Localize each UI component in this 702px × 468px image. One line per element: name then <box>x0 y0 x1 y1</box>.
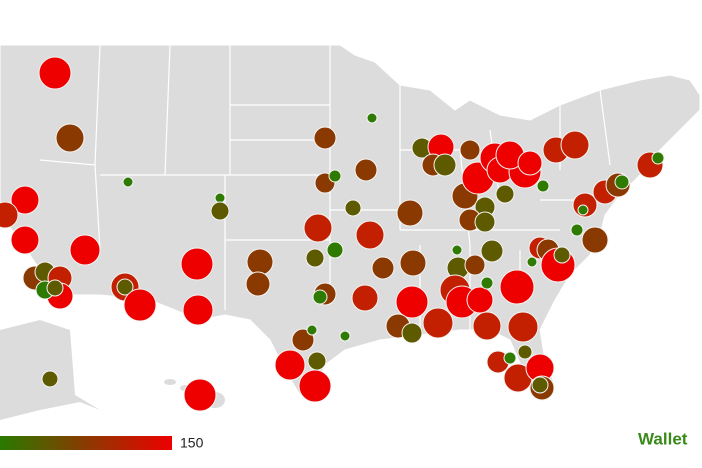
city-bubble[interactable] <box>451 244 463 256</box>
city-bubble[interactable] <box>354 158 378 182</box>
color-scale <box>0 436 172 450</box>
city-bubble[interactable] <box>480 239 504 263</box>
city-bubble[interactable] <box>69 234 101 266</box>
city-bubble[interactable] <box>495 184 515 204</box>
city-bubble[interactable] <box>355 220 385 250</box>
city-bubble[interactable] <box>507 311 539 343</box>
city-bubble[interactable] <box>55 123 85 153</box>
city-bubble[interactable] <box>339 330 351 342</box>
city-bubble[interactable] <box>499 269 535 305</box>
city-bubble[interactable] <box>517 150 543 176</box>
city-bubble[interactable] <box>474 211 496 233</box>
city-bubble[interactable] <box>46 279 64 297</box>
city-bubble[interactable] <box>210 201 230 221</box>
city-bubble[interactable] <box>303 213 333 243</box>
city-bubble[interactable] <box>182 294 214 326</box>
city-bubble[interactable] <box>459 139 481 161</box>
bubble-layer <box>0 56 665 412</box>
city-bubble[interactable] <box>526 256 538 268</box>
city-bubble[interactable] <box>371 256 395 280</box>
city-bubble[interactable] <box>466 286 494 314</box>
city-bubble[interactable] <box>570 223 584 237</box>
city-bubble[interactable] <box>326 241 344 259</box>
city-bubble[interactable] <box>472 311 502 341</box>
city-bubble[interactable] <box>116 278 134 296</box>
city-bubble[interactable] <box>517 344 533 360</box>
city-bubble[interactable] <box>480 276 494 290</box>
city-bubble[interactable] <box>531 376 549 394</box>
city-bubble[interactable] <box>274 349 306 381</box>
city-bubble[interactable] <box>536 179 550 193</box>
city-bubble[interactable] <box>503 351 517 365</box>
city-bubble[interactable] <box>298 369 332 403</box>
city-bubble[interactable] <box>306 324 318 336</box>
city-bubble[interactable] <box>38 56 72 90</box>
city-bubble[interactable] <box>401 322 423 344</box>
lower-48 <box>0 44 701 396</box>
city-bubble[interactable] <box>396 199 424 227</box>
alaska <box>0 320 100 420</box>
city-bubble[interactable] <box>41 370 59 388</box>
city-bubble[interactable] <box>10 225 40 255</box>
city-bubble[interactable] <box>10 185 40 215</box>
city-bubble[interactable] <box>245 271 271 297</box>
city-bubble[interactable] <box>180 247 214 281</box>
brand-logo: Wallet <box>638 429 688 448</box>
city-bubble[interactable] <box>123 288 157 322</box>
city-bubble[interactable] <box>553 246 571 264</box>
city-bubble[interactable] <box>344 199 362 217</box>
scale-max-label: 150 <box>180 435 204 451</box>
city-bubble[interactable] <box>366 112 378 124</box>
city-bubble[interactable] <box>399 249 427 277</box>
city-bubble[interactable] <box>581 226 609 254</box>
city-bubble[interactable] <box>312 289 328 305</box>
city-bubble[interactable] <box>351 284 379 312</box>
city-bubble[interactable] <box>464 254 486 276</box>
city-bubble[interactable] <box>560 130 590 160</box>
city-bubble[interactable] <box>0 201 19 229</box>
city-bubble[interactable] <box>291 328 315 352</box>
city-bubble[interactable] <box>307 351 327 371</box>
city-bubble[interactable] <box>422 307 454 339</box>
city-bubble[interactable] <box>614 174 630 190</box>
city-bubble[interactable] <box>183 378 217 412</box>
city-bubble[interactable] <box>395 285 429 319</box>
city-bubble[interactable] <box>433 153 457 177</box>
city-bubble[interactable] <box>122 176 134 188</box>
city-bubble[interactable] <box>577 204 589 216</box>
city-bubble[interactable] <box>651 151 665 165</box>
city-bubble[interactable] <box>328 169 342 183</box>
city-bubble[interactable] <box>305 248 325 268</box>
city-bubble[interactable] <box>246 248 274 276</box>
city-bubble[interactable] <box>313 126 337 150</box>
